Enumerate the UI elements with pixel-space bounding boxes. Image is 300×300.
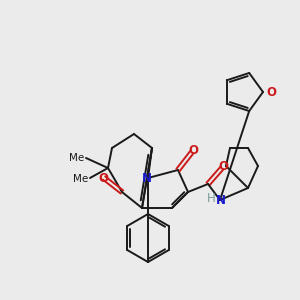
Text: O: O bbox=[218, 160, 228, 173]
Text: N: N bbox=[216, 194, 226, 206]
Text: Me: Me bbox=[69, 153, 84, 163]
Text: O: O bbox=[266, 85, 276, 98]
Text: Me: Me bbox=[73, 174, 88, 184]
Text: H: H bbox=[207, 191, 215, 205]
Text: O: O bbox=[188, 145, 198, 158]
Text: N: N bbox=[142, 172, 152, 185]
Text: O: O bbox=[98, 172, 108, 184]
